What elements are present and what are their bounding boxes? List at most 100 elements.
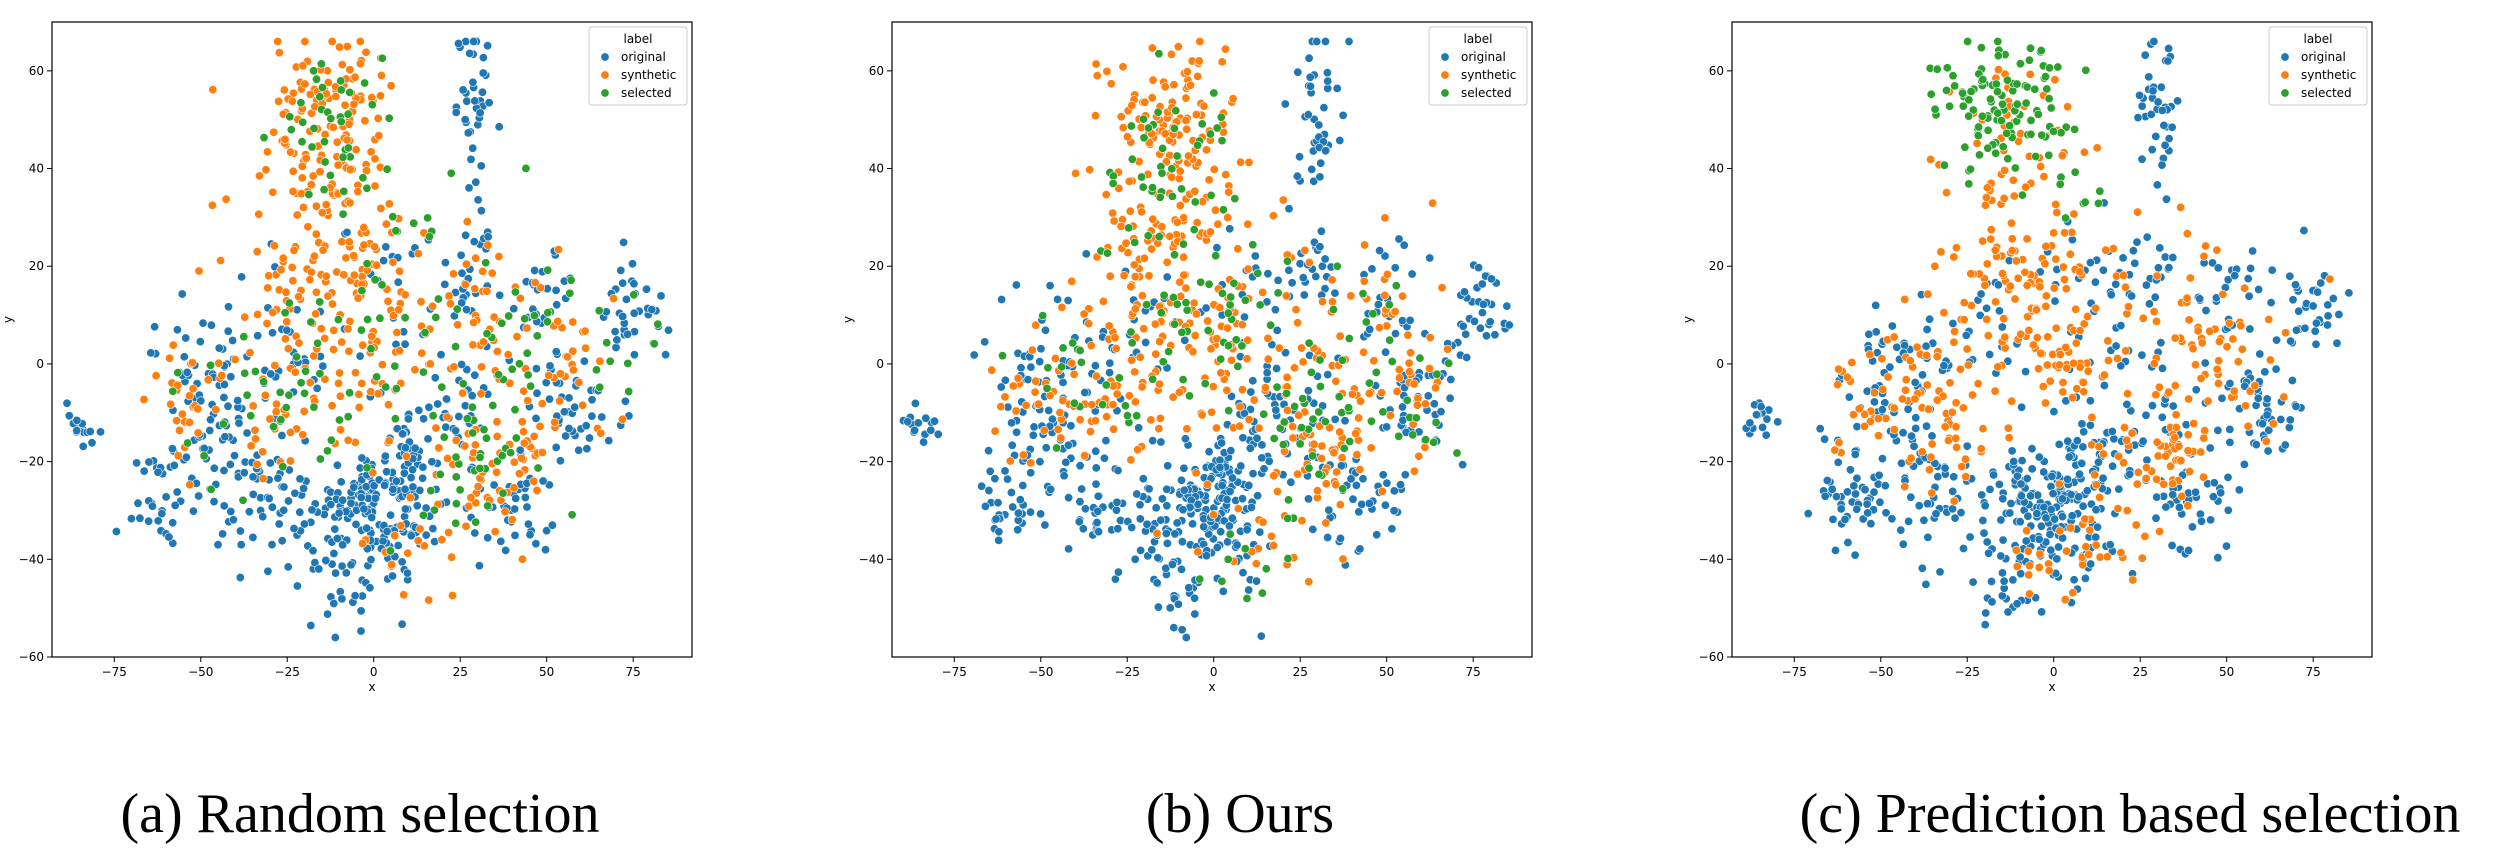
point-synthetic	[1102, 66, 1112, 76]
point-original	[2195, 294, 2205, 304]
point-synthetic	[2325, 274, 2335, 284]
point-original	[299, 483, 309, 493]
point-original	[2127, 291, 2137, 301]
point-original	[2050, 296, 2060, 306]
point-original	[2078, 501, 2088, 511]
point-synthetic	[514, 469, 524, 479]
point-original	[510, 530, 520, 540]
point-synthetic	[349, 270, 359, 280]
point-selected	[1127, 154, 1137, 164]
point-selected	[296, 378, 306, 388]
point-synthetic	[1263, 354, 1273, 364]
point-original	[1248, 376, 1258, 386]
point-synthetic	[2061, 284, 2071, 294]
point-synthetic	[1329, 448, 1339, 458]
point-original	[520, 492, 530, 502]
point-original	[1981, 608, 1991, 618]
point-selected	[1966, 87, 1976, 97]
point-original	[414, 405, 424, 415]
point-synthetic	[1228, 94, 1238, 104]
point-synthetic	[1124, 391, 1134, 401]
point-selected	[246, 411, 256, 421]
point-synthetic	[373, 389, 383, 399]
point-original	[1357, 499, 1367, 509]
point-selected	[298, 117, 308, 127]
x-tick-label: 25	[2133, 665, 2148, 679]
point-synthetic	[1922, 380, 1932, 390]
point-synthetic	[366, 147, 376, 157]
point-synthetic	[516, 453, 526, 463]
point-synthetic	[1217, 57, 1227, 67]
point-synthetic	[2170, 333, 2180, 343]
point-original	[582, 444, 592, 454]
point-synthetic	[298, 61, 308, 71]
point-original	[2245, 324, 2255, 334]
point-synthetic	[1327, 275, 1337, 285]
point-original	[1298, 273, 1308, 283]
point-synthetic	[1993, 65, 2003, 75]
point-synthetic	[1212, 334, 1222, 344]
point-synthetic	[345, 316, 355, 326]
point-synthetic	[377, 360, 387, 370]
point-original	[611, 342, 621, 352]
point-synthetic	[1356, 396, 1366, 406]
point-original	[172, 487, 182, 497]
point-synthetic	[461, 259, 471, 269]
point-synthetic	[403, 548, 413, 558]
point-synthetic	[1011, 406, 1021, 416]
point-synthetic	[490, 527, 500, 537]
point-synthetic	[987, 365, 997, 375]
point-selected	[2044, 94, 2054, 104]
point-original	[2027, 464, 2037, 474]
point-synthetic	[1394, 365, 1404, 375]
point-selected	[1334, 392, 1344, 402]
point-selected	[1314, 469, 1324, 479]
point-original	[1040, 520, 1050, 530]
point-synthetic	[1906, 453, 1916, 463]
point-selected	[363, 314, 373, 324]
point-synthetic	[343, 324, 353, 334]
point-synthetic	[2041, 301, 2051, 311]
point-synthetic	[2050, 75, 2060, 85]
point-synthetic	[512, 332, 522, 342]
point-selected	[1314, 407, 1324, 417]
point-original	[461, 230, 471, 240]
point-original	[1225, 224, 1235, 234]
point-selected	[439, 432, 449, 442]
point-synthetic	[1952, 442, 1962, 452]
point-synthetic	[2071, 338, 2081, 348]
point-selected	[1998, 142, 2008, 152]
point-selected	[1983, 143, 1993, 153]
point-original	[1304, 53, 1314, 63]
point-selected	[1203, 325, 1213, 335]
point-synthetic	[1101, 190, 1111, 200]
point-original	[2255, 349, 2265, 359]
point-synthetic	[473, 482, 483, 492]
point-original	[1948, 486, 1958, 496]
x-tick-label: −25	[1955, 665, 1980, 679]
point-selected	[381, 382, 391, 392]
point-original	[1461, 329, 1471, 339]
point-selected	[275, 387, 285, 397]
point-original	[587, 395, 597, 405]
legend-entry-original: original	[2301, 50, 2346, 64]
point-synthetic	[353, 293, 363, 303]
point-synthetic	[2233, 357, 2243, 367]
point-synthetic	[1926, 452, 1936, 462]
point-original	[1977, 490, 1987, 500]
point-original	[2153, 97, 2163, 107]
point-synthetic	[1982, 259, 1992, 269]
point-original	[1387, 524, 1397, 534]
point-selected	[1391, 281, 1401, 291]
point-synthetic	[1961, 472, 1971, 482]
point-original	[619, 237, 629, 247]
point-original	[468, 77, 478, 87]
point-original	[2034, 452, 2044, 462]
point-selected	[296, 98, 306, 108]
point-selected	[1964, 95, 1974, 105]
point-selected	[1076, 357, 1086, 367]
point-selected	[356, 325, 366, 335]
point-original	[1320, 36, 1330, 46]
point-original	[2137, 101, 2147, 111]
point-synthetic	[1008, 381, 1018, 391]
